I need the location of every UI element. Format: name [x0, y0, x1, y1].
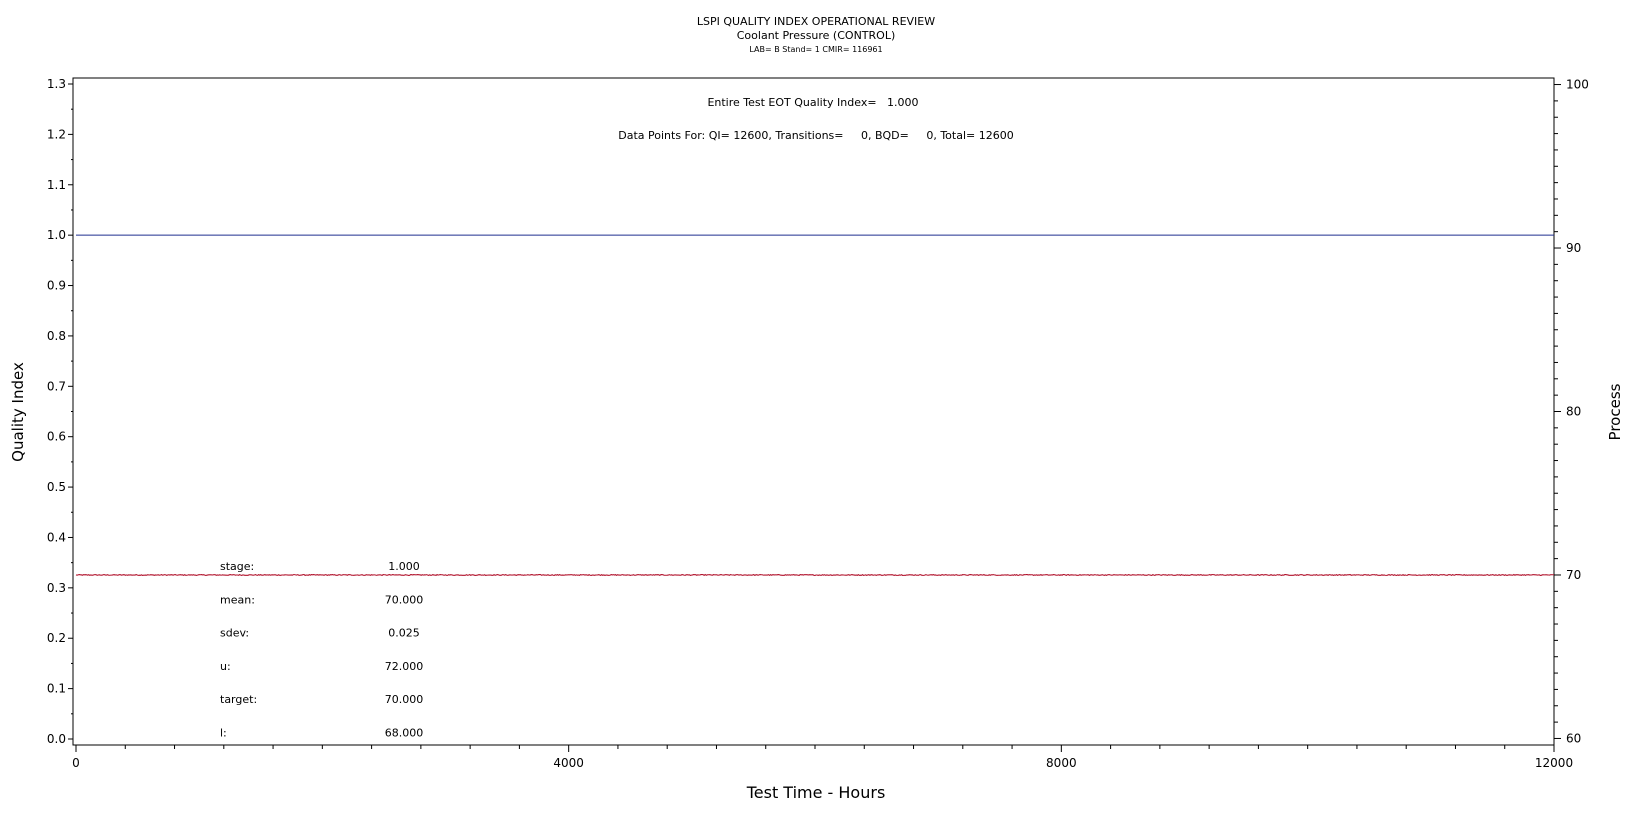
stat-label: stage:	[220, 560, 254, 573]
y-axis-left: 0.0 0.1 0.2 0.3 0.4 0.5 0.6 0.7 0.8 0.9 1.0 1.1 1.2 1…	[47, 77, 73, 746]
y-left-tick-label: 0.0	[47, 732, 66, 746]
stat-label: sdev:	[220, 627, 249, 640]
y-axis-right: 60 70 80 90 100	[1554, 78, 1589, 745]
y-left-tick-label: 0.9	[47, 279, 66, 293]
plot-frame	[72, 77, 1555, 746]
stat-label: mean:	[220, 593, 255, 606]
stat-value: 70.000	[385, 593, 424, 606]
x-axis: 0 4000 8000 12000	[72, 745, 1573, 770]
stats-table: stage: 1.000 mean: 70.000 sdev: 0.025 u: 72.000…	[220, 560, 423, 740]
y-right-tick-label: 80	[1566, 405, 1581, 419]
y-right-tick-label: 60	[1566, 731, 1581, 745]
y-left-tick-label: 0.6	[47, 430, 66, 444]
y-left-tick-label: 0.3	[47, 581, 66, 595]
x-tick-label: 0	[72, 756, 80, 770]
chart-subtitle: Coolant Pressure (CONTROL)	[737, 29, 896, 42]
y-axis-right-label: Process	[1606, 383, 1624, 440]
y-left-tick-label: 0.4	[47, 530, 66, 544]
stat-value: 1.000	[388, 560, 420, 573]
y-left-tick-label: 0.2	[47, 631, 66, 645]
y-left-tick-label: 1.0	[47, 228, 66, 242]
stat-value: 72.000	[385, 660, 424, 673]
chart-subtitle-2: LAB= B Stand= 1 CMIR= 116961	[749, 45, 882, 54]
series-layer	[75, 234, 1555, 577]
stat-label: u:	[220, 660, 231, 673]
y-left-tick-label: 1.2	[47, 127, 66, 141]
stat-value: 70.000	[385, 693, 424, 706]
x-tick-label: 4000	[553, 756, 584, 770]
qi-annotation: Entire Test EOT Quality Index= 1.000	[707, 96, 918, 109]
y-left-tick-label: 0.1	[47, 682, 66, 696]
stat-label: target:	[220, 693, 257, 706]
y-right-tick-label: 100	[1566, 78, 1589, 92]
y-left-tick-label: 1.1	[47, 178, 66, 192]
y-right-tick-label: 70	[1566, 568, 1581, 582]
x-axis-label: Test Time - Hours	[746, 783, 886, 802]
x-tick-label: 8000	[1046, 756, 1077, 770]
y-left-tick-label: 0.7	[47, 379, 66, 393]
chart-title: LSPI QUALITY INDEX OPERATIONAL REVIEW	[697, 15, 935, 28]
points-annotation: Data Points For: QI= 12600, Transitions=…	[618, 129, 1013, 142]
y-left-tick-label: 0.5	[47, 480, 66, 494]
stat-value: 68.000	[385, 727, 424, 740]
stat-label: l:	[220, 727, 227, 740]
process-line	[75, 573, 1555, 577]
y-left-tick-label: 1.3	[47, 77, 66, 91]
y-left-tick-label: 0.8	[47, 329, 66, 343]
y-axis-left-label: Quality Index	[9, 362, 27, 462]
stat-value: 0.025	[388, 627, 420, 640]
x-tick-label: 12000	[1535, 756, 1573, 770]
y-right-tick-label: 90	[1566, 241, 1581, 255]
